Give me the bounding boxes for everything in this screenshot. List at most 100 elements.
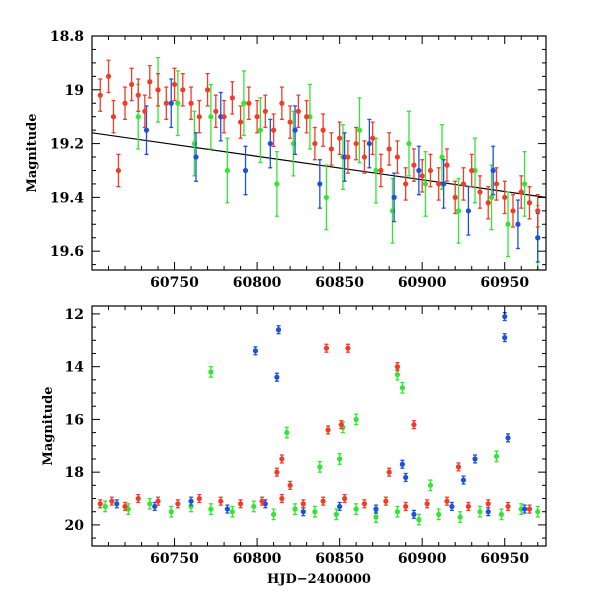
top-red-point	[403, 167, 409, 201]
bottom-red-marker	[287, 482, 293, 488]
top-red-marker	[345, 154, 351, 160]
top-blue-marker	[515, 221, 521, 227]
bottom-green-marker	[229, 509, 235, 515]
top-blue-marker	[441, 181, 447, 187]
bottom-series-red	[97, 343, 533, 514]
top-red-marker	[129, 81, 135, 88]
top-green-point	[307, 83, 313, 150]
bottom-green-point	[416, 513, 422, 526]
bottom-red-point	[345, 343, 351, 353]
top-x-tick-label: 60850	[315, 275, 364, 291]
top-blue-point	[441, 159, 447, 209]
bottom-blue-marker	[188, 498, 194, 504]
top-red-point	[452, 180, 458, 215]
top-x-tick-label: 60750	[150, 275, 199, 291]
top-red-marker	[155, 87, 161, 93]
bottom-blue-marker	[152, 503, 158, 510]
bottom-red-point	[403, 501, 409, 512]
bottom-red-marker	[274, 469, 280, 475]
bottom-blue-marker	[403, 474, 409, 481]
top-red-marker	[221, 114, 227, 120]
bottom-blue-marker	[460, 477, 467, 483]
top-red-point	[147, 64, 153, 99]
bottom-green-marker	[477, 509, 483, 515]
bottom-green-point	[498, 508, 505, 521]
bottom-red-point	[274, 467, 280, 477]
top-y-tick-label: 19.4	[50, 190, 84, 206]
top-red-point	[287, 105, 293, 139]
bottom-red-marker	[526, 506, 533, 512]
top-green-point	[224, 137, 230, 204]
bottom-green-point	[394, 505, 401, 518]
top-blue-marker	[465, 208, 472, 214]
bottom-green-point	[337, 453, 343, 465]
bottom-red-point	[175, 499, 181, 509]
top-red-marker	[213, 108, 219, 114]
bottom-red-marker	[485, 501, 491, 507]
top-red-marker	[526, 200, 533, 206]
top-red-marker	[477, 189, 483, 195]
bottom-red-marker	[237, 501, 244, 507]
bottom-blue-point	[274, 372, 280, 382]
top-red-point	[204, 73, 211, 107]
top-red-point	[518, 175, 524, 209]
top-green-point	[208, 83, 214, 150]
bottom-blue-point	[252, 346, 259, 356]
top-green-point	[241, 70, 247, 137]
top-green-marker	[224, 167, 230, 174]
bottom-green-marker	[271, 511, 277, 517]
bottom-red-point	[279, 493, 285, 504]
top-green-marker	[422, 181, 429, 187]
top-red-point	[196, 99, 202, 134]
bottom-red-marker	[300, 501, 306, 507]
bottom-red-point	[97, 499, 103, 509]
top-red-point	[221, 99, 227, 134]
top-x-axis: 60750 60800 60850 60900 60950	[91, 36, 539, 291]
bottom-red-point	[361, 499, 367, 509]
top-red-point	[394, 140, 401, 174]
bottom-y-axis: 12 14 16 18 20	[65, 307, 546, 539]
bottom-green-point	[208, 503, 214, 516]
bottom-y-tick-label: 20	[65, 518, 85, 534]
top-red-point	[320, 113, 326, 147]
top-green-marker	[373, 167, 379, 174]
bottom-blue-marker	[502, 313, 508, 320]
bottom-green-point	[102, 500, 108, 513]
top-blue-marker	[416, 167, 422, 174]
top-green-marker	[175, 100, 181, 106]
bottom-red-point	[465, 501, 472, 512]
top-red-point	[419, 159, 425, 193]
top-red-point	[122, 86, 128, 121]
top-blue-point	[242, 145, 249, 196]
top-red-marker	[386, 146, 392, 152]
top-red-marker	[469, 167, 475, 174]
bottom-x-axis: 60750 60800 60850 60900 60950	[91, 306, 539, 567]
top-red-point	[526, 185, 533, 220]
top-red-marker	[229, 95, 235, 101]
bottom-red-marker	[386, 469, 392, 475]
bottom-red-marker	[383, 498, 389, 504]
bottom-red-marker	[175, 501, 181, 507]
top-red-point	[535, 194, 541, 228]
bottom-green-point	[399, 381, 405, 394]
bottom-green-marker	[317, 464, 323, 470]
bottom-blue-marker	[505, 435, 511, 441]
top-red-marker	[122, 100, 128, 106]
bottom-green-marker	[147, 501, 153, 507]
top-x-tick-label: 60900	[398, 275, 447, 291]
top-red-marker	[535, 208, 541, 214]
top-green-marker	[521, 181, 528, 187]
top-green-marker	[356, 127, 363, 133]
top-blue-point	[267, 118, 273, 169]
top-red-point	[246, 86, 252, 121]
top-blue-marker	[168, 100, 174, 106]
bottom-green-point	[229, 505, 235, 518]
bottom-blue-point	[224, 504, 230, 514]
top-red-point	[337, 121, 343, 155]
top-green-marker	[257, 127, 263, 133]
top-y-tick-label: 18.8	[50, 29, 84, 45]
top-red-marker	[246, 100, 252, 106]
top-green-point	[373, 137, 379, 204]
bottom-red-point	[338, 420, 344, 430]
bottom-green-marker	[337, 456, 343, 462]
